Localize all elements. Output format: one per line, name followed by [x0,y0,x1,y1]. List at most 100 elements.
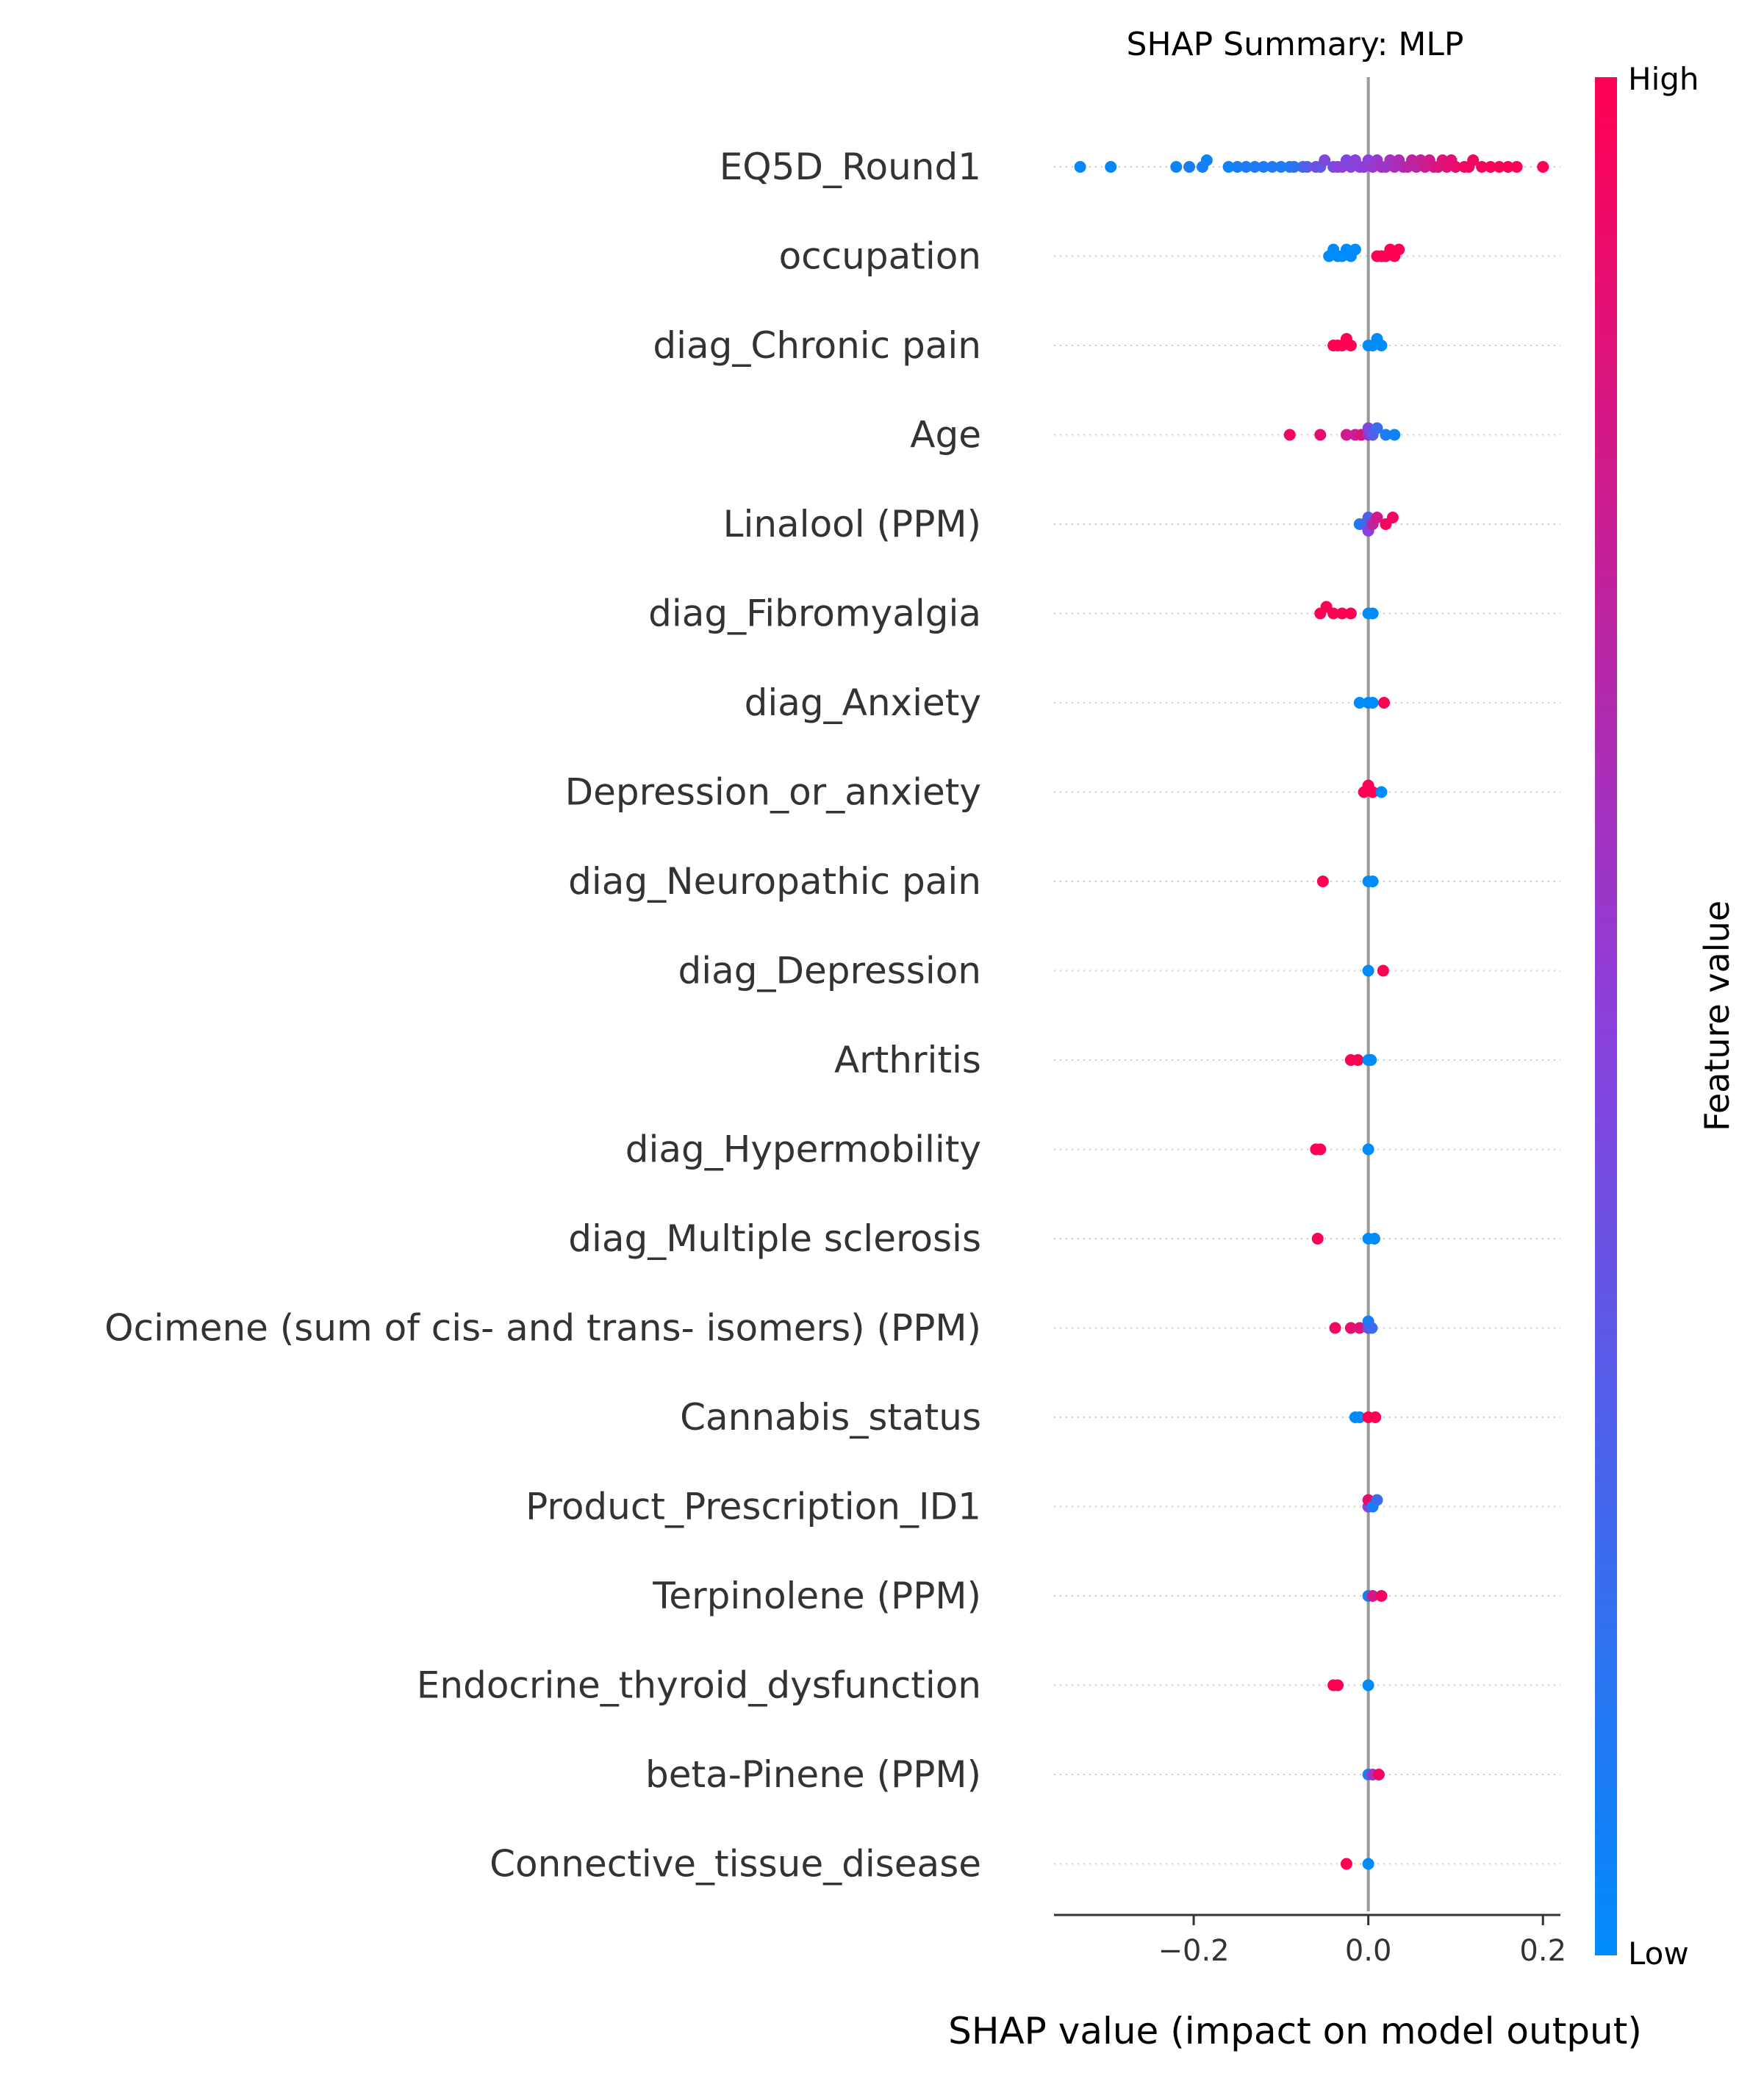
data-point [1366,1590,1379,1602]
feature-label: diag_Anxiety [745,681,981,724]
data-point [1249,161,1261,173]
data-point [1301,161,1313,173]
data-point [1353,1322,1366,1334]
feature-label: Arthritis [834,1039,981,1081]
data-point [1368,1233,1380,1245]
data-point [1366,876,1379,887]
data-point [1344,1322,1357,1334]
x-tick-label: 0.0 [1345,1934,1392,1968]
feature-label: beta-Pinene (PPM) [645,1753,981,1796]
data-point [1371,422,1383,434]
colorbar-title: Feature value [1697,901,1737,1131]
feature-label: Age [910,414,981,457]
data-point [1493,161,1505,173]
data-point [1365,1054,1377,1066]
data-point [1380,429,1392,441]
feature-label: occupation [779,235,981,278]
data-point [1329,1322,1341,1334]
data-point [1366,1322,1378,1334]
data-point [1314,429,1327,441]
feature-label: Terpinolene (PPM) [652,1575,981,1617]
feature-label: Product_Prescription_ID1 [526,1486,981,1528]
feature-label: Ocimene (sum of cis- and trans- isomers)… [104,1307,981,1350]
x-axis: −0.2 0.0 0.2 [1054,1913,1566,1968]
feature-label: diag_Chronic pain [653,324,981,367]
data-point [1375,786,1388,798]
data-point [1340,429,1352,441]
data-point [1183,161,1196,173]
feature-label: Depression_or_anxiety [565,771,981,814]
data-point [1375,340,1388,351]
data-point [1378,697,1391,709]
data-point [1371,512,1383,523]
data-point [1369,1411,1382,1423]
data-point [1362,1679,1374,1691]
data-point [1340,1858,1352,1870]
data-point [1362,1143,1374,1156]
colorbar-gradient [1595,77,1617,1955]
data-point [1319,154,1331,166]
data-point [1240,161,1252,173]
data-point [1170,161,1183,173]
feature-labels: EQ5D_Round1 occupation diag_Chronic pain Ag… [104,146,981,1886]
data-point [1336,607,1349,620]
grid-lines [1054,166,1560,1865]
data-point [1366,786,1379,798]
data-point [1353,1411,1366,1423]
feature-label: diag_Fibromyalgia [648,592,981,635]
data-point [1371,1494,1383,1506]
data-point [1352,1054,1364,1066]
data-point [1362,1858,1374,1870]
data-point [1258,161,1270,173]
chart-title: SHAP Summary: MLP [1127,26,1464,63]
colorbar-high-label: High [1628,61,1699,97]
data-point [1288,161,1300,173]
colorbar: High Low Feature value [1595,61,1737,1972]
feature-label: Linalool (PPM) [723,503,981,545]
feature-label: EQ5D_Round1 [720,146,981,188]
data-point [1537,161,1549,173]
data-point [1476,161,1488,173]
feature-label: Cannabis_status [680,1396,981,1439]
x-tick-label: −0.2 [1158,1934,1229,1968]
data-point [1372,1769,1385,1780]
feature-label: Connective_tissue_disease [490,1843,981,1886]
feature-label: Endocrine_thyroid_dysfunction [417,1664,981,1707]
data-point [1467,154,1480,166]
data-point [1510,161,1523,173]
data-point [1314,1143,1327,1156]
points-layer [1074,154,1549,1870]
data-point [1231,161,1244,173]
data-point [1266,161,1278,173]
data-point [1316,876,1329,887]
data-point [1388,429,1401,441]
x-tick-label: 0.2 [1519,1934,1566,1968]
data-point [1449,161,1462,173]
data-point [1274,161,1287,173]
feature-label: diag_Hypermobility [625,1128,981,1171]
feature-label: diag_Multiple sclerosis [568,1217,981,1260]
data-point [1502,161,1514,173]
data-point [1283,429,1296,441]
data-point [1353,697,1366,709]
data-point [1332,1679,1344,1691]
x-axis-label: SHAP value (impact on model output) [948,2010,1642,2052]
feature-label: diag_Depression [678,950,982,992]
colorbar-low-label: Low [1628,1936,1689,1972]
data-point [1344,340,1357,351]
data-point [1366,607,1379,620]
data-point [1105,161,1117,173]
data-point [1074,161,1086,173]
data-point [1386,512,1399,523]
data-point [1377,964,1389,977]
data-point [1349,243,1361,256]
data-point [1393,243,1405,256]
data-point [1484,161,1496,173]
data-point [1344,607,1357,620]
data-point [1366,697,1379,709]
data-point [1311,1233,1324,1245]
data-point [1222,161,1235,173]
data-point [1200,154,1213,166]
